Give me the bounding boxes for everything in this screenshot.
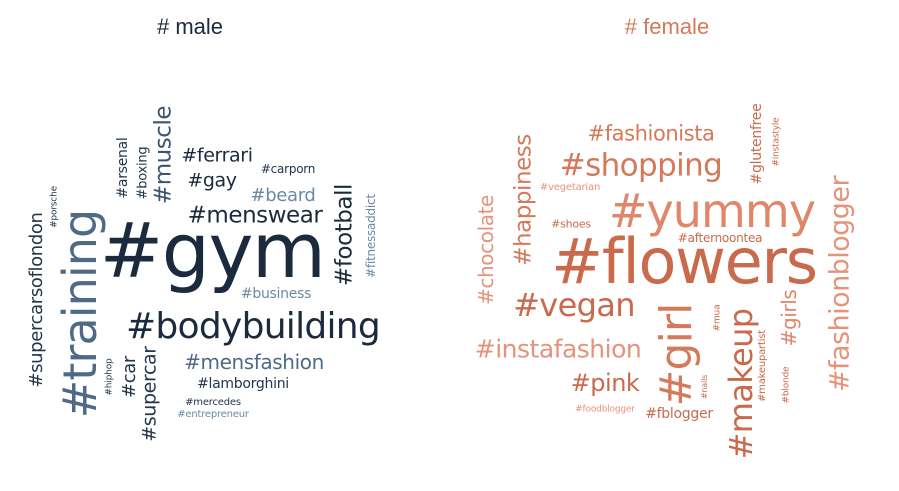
female-hashtag-nails: #nails	[700, 374, 709, 400]
male-hashtag-supercarsoflondon: #supercarsoflondon	[26, 212, 47, 388]
male-hashtag-business: #business	[240, 286, 312, 302]
female-hashtag-shopping: #shopping	[559, 147, 723, 184]
female-word-cloud: # female #flowers #yummy #girl #makeup #fash…	[440, 0, 899, 491]
male-hashtag-football: #football	[331, 184, 358, 286]
female-hashtag-fashionista: #fashionista	[587, 121, 715, 146]
female-hashtag-vegan: #vegan	[513, 286, 635, 324]
female-hashtag-instafashion: #instafashion	[474, 334, 642, 364]
female-hashtag-afternoontea: #afternoontea	[677, 231, 763, 245]
male-hashtag-carporn: #carporn	[260, 162, 316, 176]
male-hashtag-arsenal: #arsenal	[115, 137, 131, 199]
male-hashtag-entrepreneur: #entrepreneur	[177, 409, 249, 420]
female-hashtag-flowers: #flowers	[551, 225, 818, 298]
male-hashtag-bodybuilding: #bodybuilding	[125, 306, 381, 347]
female-hashtag-happiness: #happiness	[510, 134, 537, 266]
male-hashtag-porsche: #porsche	[49, 186, 60, 228]
female-hashtag-shoes: #shoes	[551, 217, 591, 231]
male-word-cloud: # male #gym #training #bodybuilding #superc…	[0, 0, 440, 491]
male-hashtag-mensfashion: #mensfashion	[184, 350, 324, 374]
female-hashtag-pink: #pink	[570, 369, 640, 397]
female-hashtag-makeupartist: #makeupartist	[757, 330, 768, 402]
female-hashtag-blonde: #blonde	[781, 366, 792, 404]
male-title: # male	[156, 14, 224, 39]
male-hashtag-mercedes: #mercedes	[185, 397, 241, 408]
female-title: # female	[624, 14, 710, 39]
female-hashtag-foodblogger: #foodblogger	[575, 404, 635, 415]
female-hashtag-fblogger: #fblogger	[645, 406, 713, 422]
female-hashtag-makeup: #makeup	[722, 308, 760, 460]
female-hashtag-glutenfree: #glutenfree	[749, 103, 765, 185]
male-hashtag-boxing: #boxing	[135, 146, 151, 200]
female-hashtag-mua: #mua	[712, 304, 723, 332]
female-hashtag-yummy: #yummy	[608, 184, 816, 238]
male-hashtag-muscle: #muscle	[150, 105, 177, 205]
female-hashtag-instastyle: #instastyle	[771, 117, 782, 167]
male-hashtag-menswear: #menswear	[187, 202, 323, 229]
male-hashtag-beard: #beard	[250, 185, 316, 206]
female-hashtag-girl: #girl	[651, 303, 702, 407]
female-hashtag-fashionblogger: #fashionblogger	[824, 175, 856, 393]
male-hashtag-fitnessaddict: #fitnessaddict	[364, 194, 378, 278]
female-hashtag-chocolate: #chocolate	[474, 195, 498, 305]
male-hashtag-gym: #gym	[99, 206, 326, 295]
female-hashtag-girls: #girls	[777, 289, 801, 347]
male-hashtag-lamborghini: #lamborghini	[197, 376, 289, 392]
male-hashtag-training: #training	[53, 209, 107, 419]
male-hashtag-ferrari: #ferrari	[181, 144, 253, 167]
female-hashtag-vegetarian: #vegetarian	[539, 182, 601, 193]
male-hashtag-hiphop: #hiphop	[104, 358, 115, 396]
male-hashtag-car: #car	[119, 356, 140, 398]
male-hashtag-gay: #gay	[187, 169, 237, 192]
male-hashtag-supercar: #supercar	[138, 346, 161, 442]
